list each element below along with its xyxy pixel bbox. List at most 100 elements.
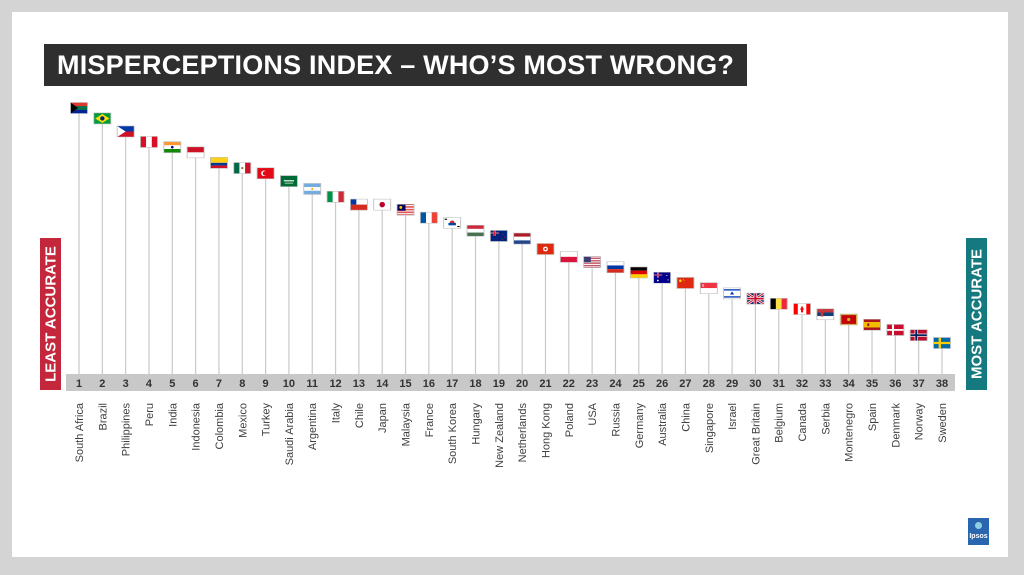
australia-flag	[653, 271, 672, 284]
rank-number: 30	[749, 378, 761, 390]
rank-number: 9	[263, 378, 269, 390]
rank-number: 23	[586, 378, 598, 390]
italy-flag	[326, 191, 345, 203]
rank-number: 24	[609, 378, 622, 390]
usa-flag	[583, 256, 602, 269]
rank-number: 20	[516, 378, 528, 390]
saudi-arabia-flag	[279, 175, 298, 187]
rank-number: 10	[283, 378, 295, 390]
country-label: Argentina	[307, 402, 319, 450]
country-label: Philippines	[121, 403, 133, 457]
rank-number: 34	[843, 378, 856, 390]
rank-number: 37	[913, 378, 925, 390]
denmark-flag	[886, 324, 905, 336]
country-label: Turkey	[261, 403, 273, 437]
country-label: Saudi Arabia	[284, 402, 296, 465]
serbia-flag	[816, 308, 835, 321]
country-label: Spain	[867, 403, 879, 431]
chile-flag	[349, 198, 368, 211]
turkey-flag	[256, 167, 275, 180]
new-zealand-flag	[489, 230, 508, 242]
country-label: Brazil	[97, 403, 109, 431]
poland-flag	[559, 251, 578, 263]
country-label: South Africa	[74, 402, 86, 462]
country-label: Serbia	[820, 402, 832, 435]
rank-number: 12	[329, 378, 341, 390]
indonesia-flag	[186, 146, 205, 159]
country-label: India	[167, 402, 179, 427]
germany-flag	[629, 266, 648, 279]
country-label: Australia	[657, 402, 669, 446]
rank-number: 19	[493, 378, 505, 390]
rank-number: 31	[773, 378, 785, 390]
netherlands-flag	[513, 232, 532, 245]
rank-number: 7	[216, 378, 222, 390]
country-label: New Zealand	[494, 403, 506, 468]
rank-strip	[66, 374, 955, 391]
country-label: Sweden	[937, 403, 949, 443]
country-label: Israel	[727, 403, 739, 430]
rank-number: 3	[123, 378, 129, 390]
rank-number: 4	[146, 378, 153, 390]
ipsos-logo-text: Ipsos	[969, 533, 988, 540]
rank-number: 5	[169, 378, 175, 390]
ipsos-logo-mark	[975, 522, 982, 529]
philippines-flag	[116, 125, 135, 138]
page-title: MISPERCEPTIONS INDEX – WHO’S MOST WRONG?	[44, 44, 748, 86]
singapore-flag	[699, 282, 718, 294]
country-label: USA	[587, 402, 599, 425]
mexico-flag	[233, 162, 252, 174]
japan-flag	[373, 198, 392, 211]
india-flag	[163, 141, 182, 153]
norway-flag	[909, 329, 928, 341]
hong-kong-flag	[536, 243, 555, 255]
rank-number: 15	[399, 378, 411, 390]
country-label: Hong Kong	[540, 403, 552, 458]
colombia-flag	[210, 157, 228, 169]
south-korea-flag	[443, 217, 462, 229]
country-label: Russia	[610, 402, 622, 437]
rank-number: 11	[306, 378, 318, 390]
rank-number: 21	[539, 378, 551, 390]
rank-number: 25	[633, 378, 645, 390]
country-label: Montenegro	[844, 403, 856, 462]
rank-number: 26	[656, 378, 668, 390]
country-label: Colombia	[214, 402, 226, 449]
sweden-flag	[933, 337, 951, 349]
country-label: Great Britain	[750, 403, 762, 465]
country-label: Germany	[634, 403, 646, 449]
rank-number: 8	[239, 378, 245, 390]
rank-number: 18	[469, 378, 481, 390]
ipsos-logo: Ipsos	[968, 518, 989, 545]
israel-flag	[723, 287, 742, 300]
russia-flag	[606, 261, 625, 274]
peru-flag	[140, 136, 158, 148]
rank-number: 36	[889, 378, 901, 390]
country-label: Italy	[331, 403, 343, 424]
country-label: Poland	[564, 403, 576, 437]
south-africa-flag	[70, 102, 88, 114]
country-label: Indonesia	[191, 402, 203, 451]
most-accurate-label: MOST ACCURATE	[966, 238, 987, 390]
country-label: China	[680, 402, 692, 432]
country-label: Peru	[144, 403, 156, 426]
country-label: Denmark	[890, 403, 902, 448]
country-label: Malaysia	[401, 402, 413, 446]
rank-number: 38	[936, 378, 948, 390]
rank-number: 27	[679, 378, 691, 390]
country-label: Norway	[914, 403, 926, 441]
rank-number: 35	[866, 378, 878, 390]
malaysia-flag	[396, 204, 415, 216]
slide: MISPERCEPTIONS INDEX – WHO’S MOST WRONG?…	[12, 12, 1008, 557]
least-accurate-label: LEAST ACCURATE	[40, 238, 61, 390]
country-label: Mexico	[237, 403, 249, 438]
country-label: Canada	[797, 402, 809, 441]
brazil-flag	[93, 112, 112, 125]
france-flag	[419, 211, 438, 224]
canada-flag	[793, 303, 811, 315]
country-label: Hungary	[471, 403, 483, 445]
rank-number: 22	[563, 378, 575, 390]
country-label: South Korea	[447, 402, 459, 464]
rank-number: 32	[796, 378, 808, 390]
